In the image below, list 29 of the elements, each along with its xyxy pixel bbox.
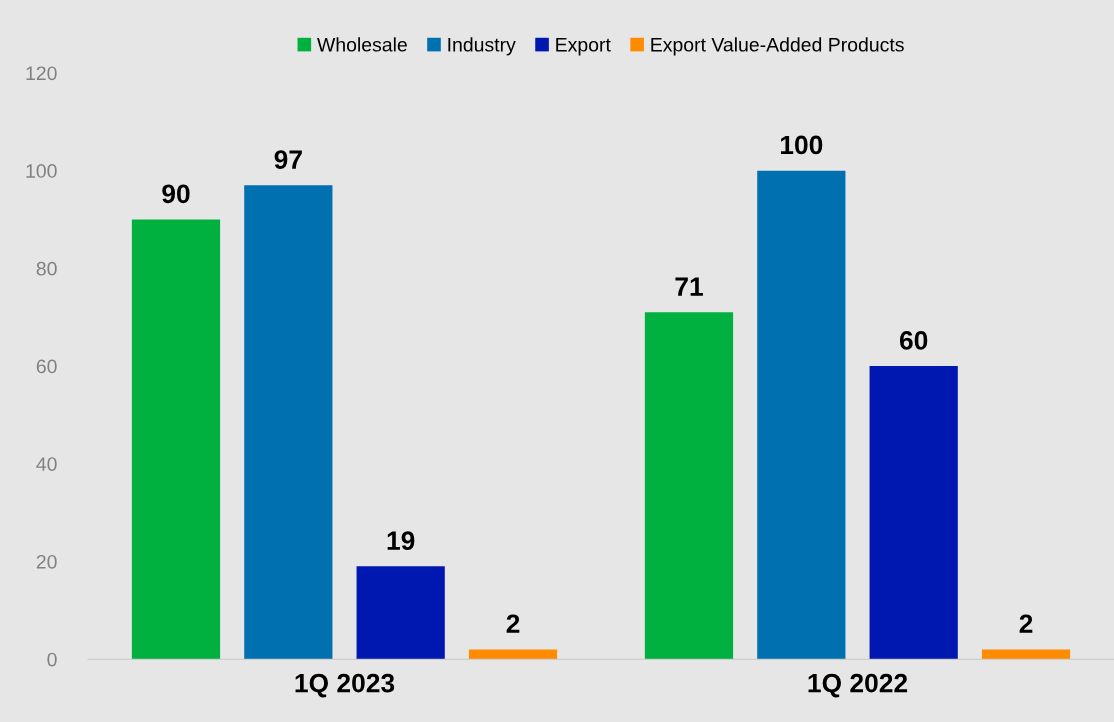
bar bbox=[869, 366, 958, 660]
bar bbox=[244, 185, 333, 660]
data-label: 90 bbox=[162, 184, 190, 204]
legend-label: Export bbox=[556, 38, 611, 56]
y-tick-label: 80 bbox=[36, 261, 57, 276]
data-label: 71 bbox=[675, 277, 703, 296]
y-tick-label: 40 bbox=[36, 457, 57, 471]
data-label: 2 bbox=[506, 614, 520, 633]
y-tick-label: 20 bbox=[36, 554, 57, 569]
data-label: 19 bbox=[387, 531, 415, 551]
data-label: 2 bbox=[1019, 614, 1033, 633]
y-tick-label: 0 bbox=[47, 652, 57, 667]
y-tick-label: 100 bbox=[26, 164, 57, 178]
bar bbox=[981, 649, 1071, 660]
legend-label: Export Value-Added Products bbox=[651, 37, 904, 56]
legend-label: Industry bbox=[448, 37, 516, 56]
data-label: 100 bbox=[780, 135, 823, 155]
bar bbox=[356, 566, 445, 660]
x-tick-label: 1Q 2022 bbox=[808, 673, 908, 698]
bar bbox=[757, 170, 846, 660]
x-tick-label: 1Q 2023 bbox=[295, 673, 395, 698]
y-tick-label: 60 bbox=[36, 359, 57, 374]
bar bbox=[468, 649, 558, 660]
bar bbox=[131, 219, 221, 660]
y-tick-label: 120 bbox=[26, 66, 57, 81]
data-label: 60 bbox=[899, 331, 928, 350]
bar bbox=[644, 312, 734, 660]
data-label: 97 bbox=[274, 150, 302, 169]
legend-label: Wholesale bbox=[317, 37, 407, 52]
